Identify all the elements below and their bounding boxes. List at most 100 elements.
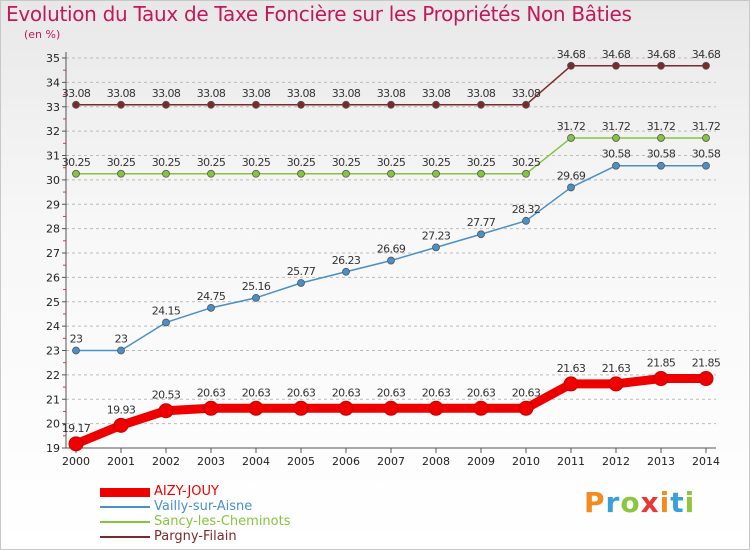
data-label-vailly-sur-aisne: 26.69: [377, 243, 406, 256]
data-label-sancy-les-cheminots: 30.25: [422, 156, 451, 169]
x-tick-label: 2005: [287, 455, 315, 468]
data-label-sancy-les-cheminots: 30.25: [332, 156, 361, 169]
y-tick-label: 34: [46, 76, 60, 89]
data-point-pargny-filain: [207, 100, 215, 109]
data-point-pargny-filain: [702, 61, 710, 70]
data-label-sancy-les-cheminots: 30.25: [152, 156, 181, 169]
data-point-pargny-filain: [567, 61, 575, 70]
data-label-pargny-filain: 34.68: [647, 48, 676, 61]
data-point-pargny-filain: [297, 100, 305, 109]
data-point-pargny-filain: [342, 100, 350, 109]
data-label-pargny-filain: 33.08: [107, 87, 136, 100]
data-point-vailly-sur-aisne: [297, 279, 305, 287]
data-label-sancy-les-cheminots: 31.72: [602, 120, 631, 133]
data-label-aizy-jouy: 20.63: [332, 386, 361, 399]
data-point-vailly-sur-aisne: [207, 303, 215, 312]
data-label-sancy-les-cheminots: 30.25: [107, 156, 136, 169]
data-label-aizy-jouy: 21.85: [692, 357, 721, 370]
legend-swatch: [100, 536, 150, 538]
data-point-sancy-les-cheminots: [207, 169, 215, 178]
data-label-vailly-sur-aisne: 27.23: [422, 229, 451, 242]
data-label-vailly-sur-aisne: 27.77: [467, 216, 496, 229]
x-tick-label: 2007: [377, 455, 405, 468]
data-point-aizy-jouy: [653, 371, 669, 387]
x-tick-label: 2014: [692, 455, 720, 468]
legend-swatch: [100, 487, 150, 497]
data-label-sancy-les-cheminots: 30.25: [467, 156, 496, 169]
data-point-pargny-filain: [162, 100, 170, 109]
data-point-aizy-jouy: [113, 417, 129, 433]
data-point-vailly-sur-aisne: [252, 293, 260, 302]
data-label-aizy-jouy: 20.63: [512, 386, 541, 399]
data-point-pargny-filain: [477, 100, 485, 109]
data-label-vailly-sur-aisne: 24.75: [197, 290, 226, 303]
data-label-sancy-les-cheminots: 30.25: [242, 156, 271, 169]
x-tick-label: 2003: [197, 455, 225, 468]
data-label-pargny-filain: 33.08: [332, 87, 361, 100]
legend-label: Sancy-les-Cheminots: [154, 514, 291, 529]
y-tick-label: 22: [46, 369, 60, 382]
data-point-pargny-filain: [72, 100, 80, 109]
x-tick-label: 2009: [467, 455, 495, 468]
y-tick-label: 19: [46, 442, 60, 455]
data-label-sancy-les-cheminots: 31.72: [557, 120, 586, 133]
x-tick-label: 2008: [422, 455, 450, 468]
y-tick-label: 27: [46, 247, 60, 260]
data-point-pargny-filain: [657, 61, 665, 70]
data-point-vailly-sur-aisne: [567, 183, 575, 192]
data-label-pargny-filain: 33.08: [287, 87, 316, 100]
data-point-sancy-les-cheminots: [297, 169, 305, 178]
data-point-sancy-les-cheminots: [432, 169, 440, 178]
data-label-sancy-les-cheminots: 30.25: [377, 156, 406, 169]
data-point-vailly-sur-aisne: [477, 230, 485, 239]
y-tick-label: 28: [46, 223, 60, 236]
data-label-aizy-jouy: 19.17: [62, 422, 91, 435]
data-label-aizy-jouy: 20.63: [242, 386, 271, 399]
data-label-vailly-sur-aisne: 29.69: [557, 169, 586, 182]
y-tick-label: 33: [46, 101, 60, 114]
data-point-vailly-sur-aisne: [72, 346, 80, 355]
data-label-vailly-sur-aisne: 30.58: [602, 148, 631, 161]
data-point-sancy-les-cheminots: [117, 169, 125, 178]
data-label-vailly-sur-aisne: 25.77: [287, 265, 316, 278]
data-point-aizy-jouy: [338, 400, 354, 416]
data-point-aizy-jouy: [563, 376, 579, 392]
data-point-sancy-les-cheminots: [252, 169, 260, 178]
data-label-sancy-les-cheminots: 31.72: [692, 120, 721, 133]
data-label-vailly-sur-aisne: 23: [115, 333, 128, 346]
data-label-aizy-jouy: 20.63: [197, 386, 226, 399]
y-tick-label: 20: [46, 418, 60, 431]
data-label-vailly-sur-aisne: 23: [70, 333, 83, 346]
data-point-aizy-jouy: [158, 403, 174, 419]
y-tick-label: 25: [46, 296, 60, 309]
data-point-aizy-jouy: [518, 400, 534, 416]
y-tick-label: 24: [46, 320, 60, 333]
chart-title: Evolution du Taux de Taxe Foncière sur l…: [6, 2, 632, 26]
y-axis-unit: (en %): [24, 28, 61, 41]
data-point-vailly-sur-aisne: [342, 267, 350, 276]
data-label-sancy-les-cheminots: 30.25: [287, 156, 316, 169]
data-label-vailly-sur-aisne: 30.58: [647, 148, 676, 161]
data-point-aizy-jouy: [293, 400, 309, 416]
x-tick-label: 2000: [62, 455, 90, 468]
logo-letter: P: [584, 486, 606, 519]
data-point-pargny-filain: [522, 100, 530, 109]
logo-letter: t: [670, 486, 685, 519]
legend-label: Vailly-sur-Aisne: [154, 499, 253, 514]
data-point-pargny-filain: [612, 61, 620, 70]
data-point-aizy-jouy: [428, 400, 444, 416]
data-label-pargny-filain: 33.08: [152, 87, 181, 100]
logo-letter: o: [620, 486, 641, 519]
legend-label: AIZY-JOUY: [154, 484, 219, 499]
data-label-pargny-filain: 33.08: [467, 87, 496, 100]
y-tick-label: 26: [46, 271, 60, 284]
x-tick-label: 2004: [242, 455, 270, 468]
y-tick-label: 31: [46, 150, 60, 163]
data-point-vailly-sur-aisne: [612, 161, 620, 170]
data-point-aizy-jouy: [203, 400, 219, 416]
data-point-vailly-sur-aisne: [432, 243, 440, 252]
data-point-sancy-les-cheminots: [657, 134, 665, 142]
data-label-aizy-jouy: 21.63: [602, 362, 631, 375]
data-label-aizy-jouy: 21.63: [557, 362, 586, 375]
data-label-vailly-sur-aisne: 28.32: [512, 203, 541, 216]
